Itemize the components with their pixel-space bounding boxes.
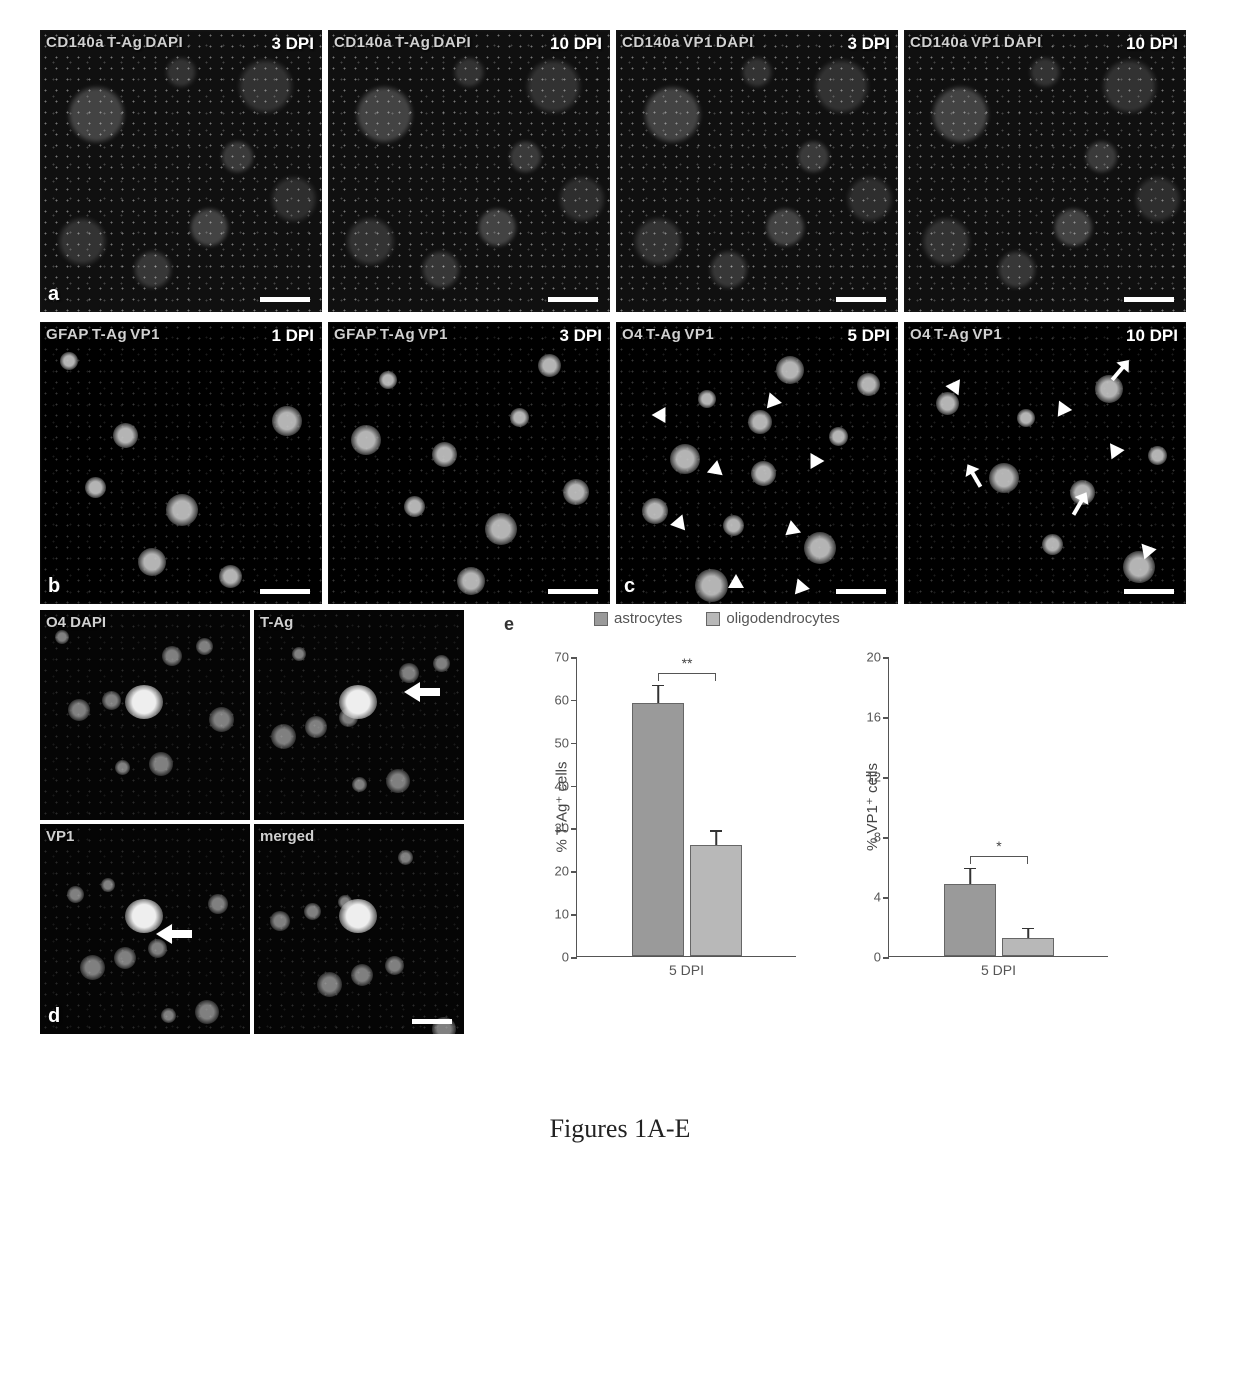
row-a: CD140aT-AgDAPI 3 DPI a CD140aT-AgDAPI 10…: [40, 30, 1200, 312]
ytick-label: 4: [874, 890, 889, 905]
panel-a-2: CD140aVP1DAPI 3 DPI: [616, 30, 898, 312]
panel-a-0: CD140aT-AgDAPI 3 DPI a: [40, 30, 322, 312]
ytick-label: 0: [874, 950, 889, 965]
panel-markers: O4T-AgVP1: [910, 326, 1005, 343]
panel-d-0: O4 DAPI: [40, 610, 250, 820]
bar-chart-1: % VP1⁺ cells 0 4 8 12 16 20 *: [846, 657, 1108, 957]
sig-bracket: [658, 673, 716, 681]
panel-bc-0: GFAPT-AgVP1 1 DPI b: [40, 322, 322, 604]
ytick-label: 16: [867, 710, 889, 725]
figure-container: CD140aT-AgDAPI 3 DPI a CD140aT-AgDAPI 10…: [40, 30, 1200, 1144]
panel-d-2: VP1 d: [40, 824, 250, 1034]
y-axis-label: % T-Ag⁺ cells: [553, 761, 571, 852]
bar-chart-0: % T-Ag⁺ cells 0 10 20 30 40 50 60 70: [534, 657, 796, 957]
scalebar: [1124, 589, 1174, 594]
panel-dpi: 3 DPI: [847, 34, 890, 54]
ytick-label: 20: [555, 864, 577, 879]
panel-markers: CD140aT-AgDAPI: [46, 34, 186, 51]
scalebar: [836, 589, 886, 594]
panel-markers: O4T-AgVP1: [622, 326, 717, 343]
scalebar: [836, 297, 886, 302]
panel-dpi: 10 DPI: [550, 34, 602, 54]
ytick-label: 12: [867, 770, 889, 785]
panel-dpi: 3 DPI: [271, 34, 314, 54]
panel-a-1: CD140aT-AgDAPI 10 DPI: [328, 30, 610, 312]
panel-a-3: CD140aVP1DAPI 10 DPI: [904, 30, 1186, 312]
panel-d-3: merged: [254, 824, 464, 1034]
chart-body: 0 4 8 12 16 20 * 5 DPI: [888, 657, 1108, 957]
panel-letter: c: [624, 575, 635, 598]
bar: [1002, 938, 1054, 956]
ytick-label: 30: [555, 821, 577, 836]
sig-bracket: [970, 856, 1028, 864]
row-bc: GFAPT-AgVP1 1 DPI b GFAPT-AgVP1 3 DPI O4…: [40, 322, 1200, 604]
panel-letter: d: [48, 1005, 60, 1028]
panel-dpi: 10 DPI: [1126, 326, 1178, 346]
x-axis-label: 5 DPI: [981, 962, 1016, 978]
panel-markers: GFAPT-AgVP1: [334, 326, 451, 343]
panel-dpi: 5 DPI: [847, 326, 890, 346]
bar: [632, 703, 684, 956]
panel-e-content: astrocytes oligodendrocytes % T-Ag⁺ cells…: [534, 610, 1108, 957]
panel-dpi: 10 DPI: [1126, 34, 1178, 54]
ytick-label: 8: [874, 830, 889, 845]
arrowhead-icon: [783, 519, 801, 536]
sig-label: **: [682, 655, 693, 671]
scalebar: [1124, 297, 1174, 302]
bar: [944, 884, 996, 956]
scalebar: [260, 589, 310, 594]
arrow-icon: [404, 680, 440, 704]
panel-d-label: T-Ag: [260, 614, 293, 631]
panel-markers: CD140aT-AgDAPI: [334, 34, 474, 51]
ytick-label: 50: [555, 735, 577, 750]
ytick-label: 10: [555, 907, 577, 922]
legend-swatch: [706, 612, 720, 626]
x-axis-label: 5 DPI: [669, 962, 704, 978]
panel-d-1: T-Ag: [254, 610, 464, 820]
legend-label: astrocytes: [614, 610, 682, 627]
panel-markers: GFAPT-AgVP1: [46, 326, 163, 343]
panel-d-label: merged: [260, 828, 314, 845]
panel-bc-1: GFAPT-AgVP1 3 DPI: [328, 322, 610, 604]
chart-body: 0 10 20 30 40 50 60 70 **: [576, 657, 796, 957]
ytick-label: 40: [555, 778, 577, 793]
arrowhead-icon: [728, 574, 744, 588]
scalebar: [412, 1019, 452, 1024]
panel-markers: CD140aVP1DAPI: [910, 34, 1045, 51]
scalebar: [548, 297, 598, 302]
ytick-label: 0: [562, 950, 577, 965]
panel-letter-e: e: [504, 614, 514, 957]
chart-legend: astrocytes oligodendrocytes: [594, 610, 1108, 627]
sig-label: *: [996, 838, 1001, 854]
legend-label: oligodendrocytes: [726, 610, 839, 627]
panel-bc-3: O4T-AgVP1 10 DPI: [904, 322, 1186, 604]
ytick-label: 20: [867, 650, 889, 665]
panel-dpi: 3 DPI: [559, 326, 602, 346]
panel-letter: b: [48, 575, 60, 598]
arrow-icon: [156, 922, 192, 946]
panel-dpi: 1 DPI: [271, 326, 314, 346]
arrowhead-icon: [707, 459, 725, 476]
scalebar: [548, 589, 598, 594]
row-de: O4 DAPI T-Ag VP1 d merged e astro: [40, 610, 1200, 1034]
panel-markers: CD140aVP1DAPI: [622, 34, 757, 51]
bar: [690, 845, 742, 956]
ytick-label: 60: [555, 692, 577, 707]
legend-item: oligodendrocytes: [706, 610, 839, 627]
figure-caption: Figures 1A-E: [40, 1114, 1200, 1144]
charts-wrap: % T-Ag⁺ cells 0 10 20 30 40 50 60 70: [534, 657, 1108, 957]
panel-d-label: O4 DAPI: [46, 614, 106, 631]
panel-d-label: VP1: [46, 828, 74, 845]
ytick-label: 70: [555, 650, 577, 665]
panel-letter: a: [48, 283, 59, 306]
legend-item: astrocytes: [594, 610, 682, 627]
scalebar: [260, 297, 310, 302]
panel-bc-2: O4T-AgVP1 5 DPI c: [616, 322, 898, 604]
legend-swatch: [594, 612, 608, 626]
panel-d-grid: O4 DAPI T-Ag VP1 d merged: [40, 610, 464, 1034]
